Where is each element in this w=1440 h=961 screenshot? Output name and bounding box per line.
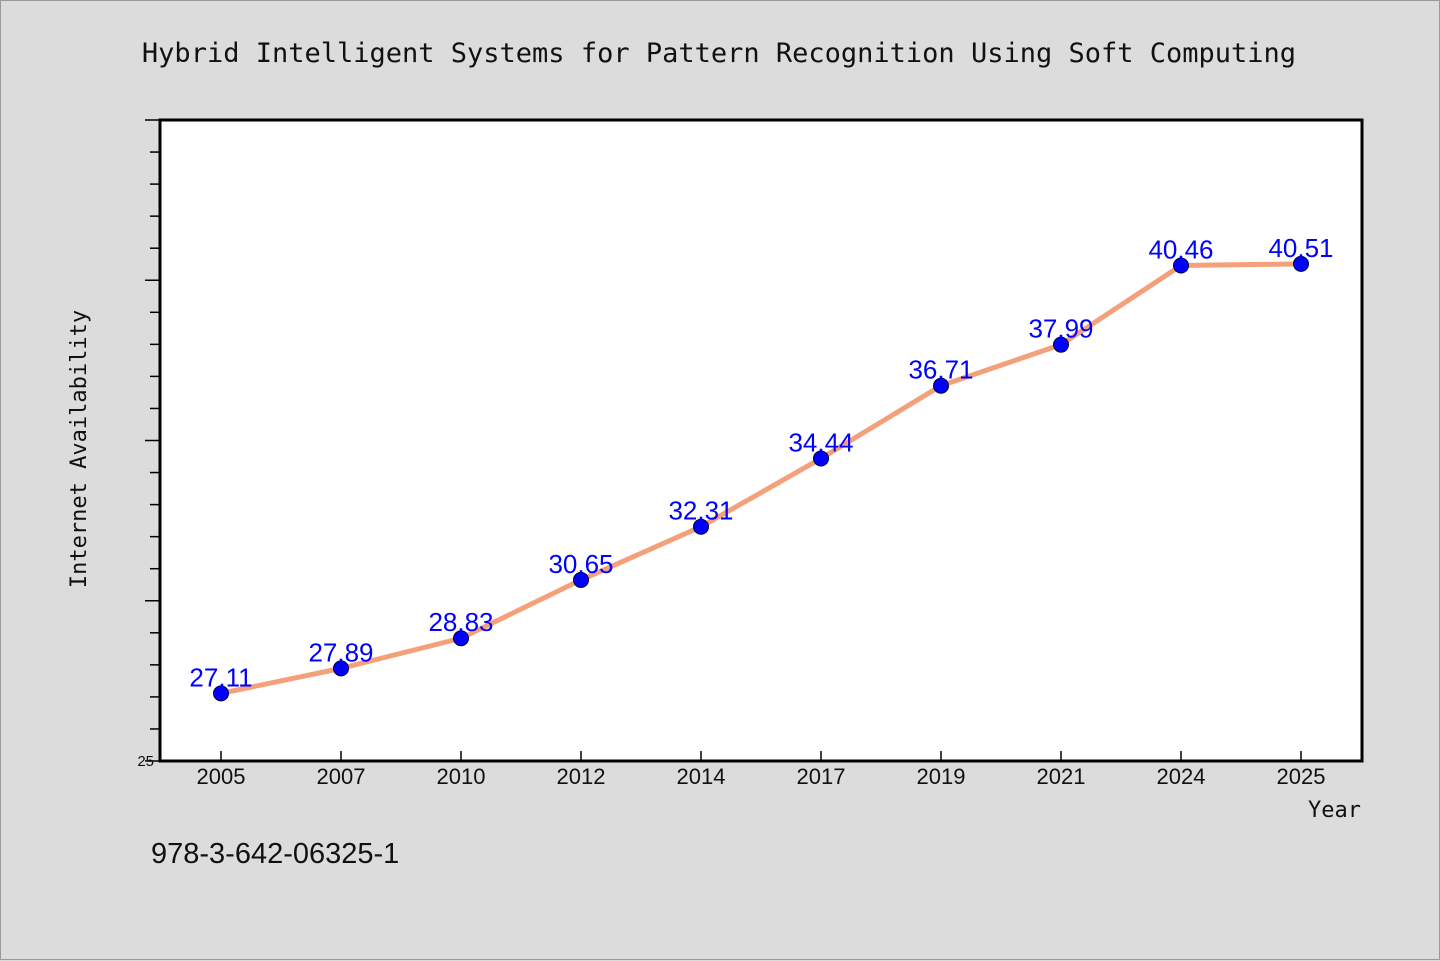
- data-point: [1053, 336, 1069, 353]
- x-tick-label: 2014: [677, 764, 726, 789]
- data-label: 40.51: [1268, 233, 1333, 263]
- chart-title: Hybrid Intelligent Systems for Pattern R…: [142, 38, 1296, 69]
- data-labels: 27.11 27.89 28.83 30.65 32.31 34.44 36.71 37.99…: [189, 233, 1333, 692]
- data-point: [813, 450, 829, 467]
- x-tick-label: 2017: [797, 764, 846, 789]
- x-tick-label: 2005: [197, 764, 246, 789]
- data-point: [453, 630, 469, 647]
- data-point: [1173, 257, 1189, 274]
- x-tick-label: 2024: [1157, 764, 1206, 789]
- x-tick-label: 2012: [557, 764, 606, 789]
- data-label: 36.71: [908, 355, 973, 385]
- data-label: 40.46: [1148, 235, 1213, 265]
- data-label: 27.89: [308, 637, 373, 667]
- data-point: [1293, 255, 1309, 272]
- x-axis-ticks: [220, 751, 1302, 761]
- data-label: 30.65: [548, 549, 613, 579]
- data-label: 32.31: [668, 496, 733, 526]
- x-tick-label: 2019: [917, 764, 966, 789]
- x-tick-label: 2010: [437, 764, 486, 789]
- data-label: 37.99: [1028, 314, 1093, 344]
- data-label: 27.11: [189, 662, 252, 692]
- y-axis-tick-labels: 25: [137, 753, 154, 770]
- x-axis-tick-labels: 2005 2007 2010 2012 2014 2017 2019 2021 2024 2025: [197, 764, 1326, 789]
- x-tick-label: 2007: [317, 764, 366, 789]
- data-point: [333, 660, 349, 677]
- data-label: 34.44: [788, 427, 853, 457]
- y-axis-title: Internet Availability: [67, 310, 92, 588]
- data-markers: [213, 255, 1309, 702]
- y-tick-label: 25: [137, 753, 154, 770]
- data-point: [573, 571, 589, 588]
- x-tick-label: 2025: [1277, 764, 1326, 789]
- data-label: 28.83: [428, 607, 493, 637]
- x-axis-title: Year: [1308, 798, 1361, 823]
- y-axis-ticks: [145, 119, 160, 762]
- x-tick-label: 2021: [1037, 764, 1086, 789]
- data-point: [213, 685, 229, 702]
- data-point: [933, 377, 949, 394]
- plot-area: [158, 118, 1364, 763]
- series-line: [218, 261, 1304, 696]
- data-point: [693, 518, 709, 535]
- isbn-label: 978-3-642-06325-1: [151, 838, 399, 870]
